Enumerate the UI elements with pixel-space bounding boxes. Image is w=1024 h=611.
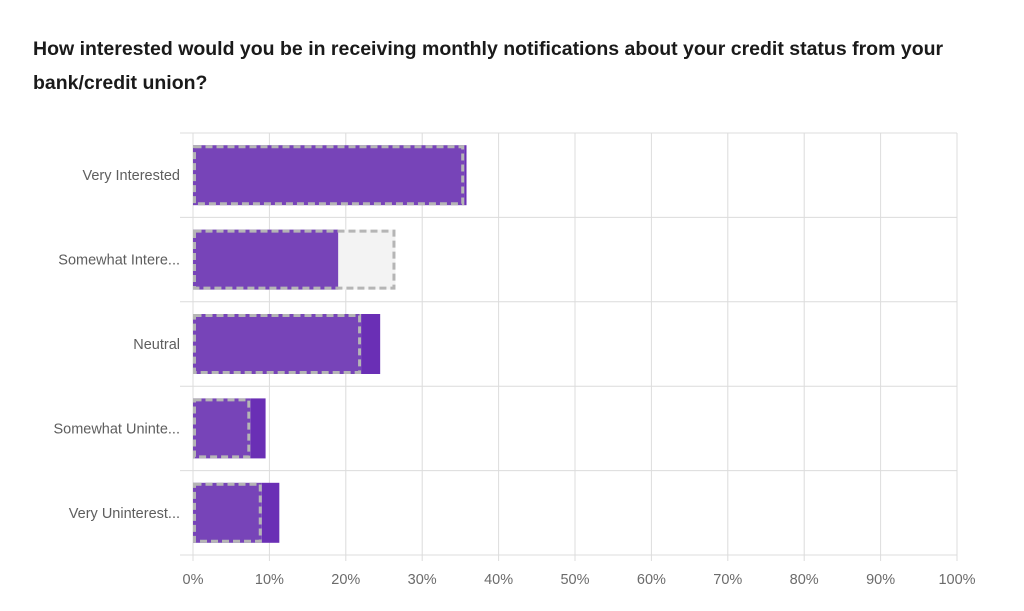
- bar-overflow: [464, 145, 467, 206]
- bar: [193, 229, 339, 290]
- bar-overflow: [250, 398, 266, 459]
- x-tick-label: 30%: [408, 572, 437, 588]
- category-label: Somewhat Intere...: [58, 253, 180, 269]
- x-tick-label: 90%: [866, 572, 895, 588]
- x-tick-label: 80%: [790, 572, 819, 588]
- question-title: How interested would you be in receiving…: [33, 38, 944, 94]
- category-label: Somewhat Uninte...: [53, 421, 180, 437]
- bar: [193, 145, 465, 206]
- x-tick-label: 70%: [713, 572, 742, 588]
- x-tick-label: 100%: [938, 572, 975, 588]
- benchmark-outline: [193, 145, 465, 206]
- benchmark-outline: [193, 314, 362, 374]
- bar: [193, 398, 251, 459]
- benchmark-outline: [193, 482, 262, 543]
- x-tick-label: 10%: [255, 572, 284, 588]
- x-tick-label: 60%: [637, 572, 666, 588]
- bars: [193, 145, 467, 543]
- benchmark-outline: [193, 229, 396, 290]
- category-label: Neutral: [133, 337, 180, 353]
- benchmark-outlines: [193, 145, 465, 543]
- category-labels: Very Interested Somewhat Intere... Neutral…: [53, 168, 180, 522]
- bar: [193, 314, 362, 374]
- x-tick-label: 0%: [183, 572, 204, 588]
- x-axis-ticks: 0% 10% 20% 30% 40% 50% 60% 70% 80% 90% 100%: [183, 572, 976, 588]
- benchmark-outline: [193, 398, 251, 459]
- x-tick-label: 20%: [331, 572, 360, 588]
- bar: [193, 482, 262, 543]
- bar-overflow: [261, 482, 280, 543]
- category-label: Very Interested: [82, 168, 180, 184]
- bar-overflow: [361, 314, 381, 374]
- x-tick-label: 40%: [484, 572, 513, 588]
- x-tick-label: 50%: [560, 572, 589, 588]
- category-label: Very Uninterest...: [69, 506, 180, 522]
